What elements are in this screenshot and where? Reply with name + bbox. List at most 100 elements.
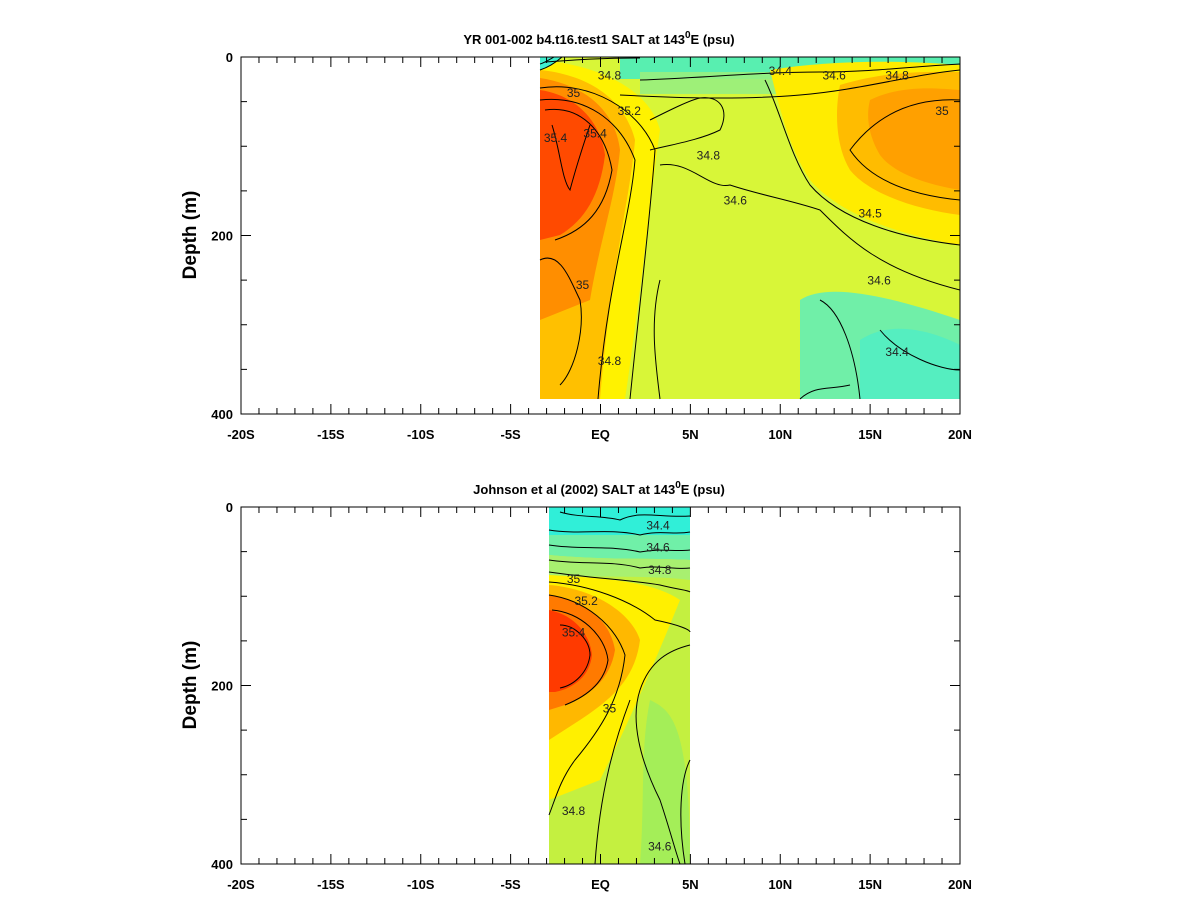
contour-line bbox=[548, 571, 691, 593]
panel-model: YR 001-002 b4.t16.test1 SALT at 1430E (p… bbox=[180, 30, 972, 442]
x-ticks bbox=[240, 507, 961, 864]
field-red-core bbox=[549, 610, 592, 692]
x-tick-label: -20S bbox=[227, 877, 255, 892]
x-tick-labels: -20S -15S -10S -5S EQ 5N 10N 15N 20N bbox=[227, 427, 972, 442]
contour-line bbox=[548, 581, 691, 633]
salinity-field bbox=[549, 507, 690, 864]
x-tick-label: -5S bbox=[501, 427, 522, 442]
contour-line bbox=[559, 624, 591, 689]
contour-line bbox=[849, 99, 960, 201]
contour-label: 35 bbox=[567, 572, 581, 586]
contour-label: 34.4 bbox=[646, 518, 670, 532]
contour-label: 34.6 bbox=[822, 68, 846, 82]
field-fresh-deep-core bbox=[860, 328, 960, 399]
contour-line bbox=[559, 511, 691, 521]
contour-label: 34.4 bbox=[885, 345, 909, 359]
contour-line bbox=[544, 57, 641, 63]
contour-line bbox=[639, 63, 960, 81]
contour-label: 34.8 bbox=[885, 68, 909, 82]
contour-label: 34.8 bbox=[562, 804, 586, 818]
y-axis-label: Depth (m) bbox=[180, 191, 201, 280]
contour-line bbox=[879, 329, 960, 371]
x-tick-label: 5N bbox=[682, 427, 699, 442]
contour-line bbox=[619, 69, 960, 99]
contour-label: 34.8 bbox=[697, 149, 721, 163]
panel-title: YR 001-002 b4.t16.test1 SALT at 1430E (p… bbox=[463, 30, 734, 47]
contour-line bbox=[764, 79, 960, 246]
field-green-east bbox=[640, 700, 690, 864]
contour-line bbox=[680, 759, 691, 864]
contour-line bbox=[539, 57, 563, 71]
x-ticks bbox=[240, 57, 961, 414]
x-tick-label: 5N bbox=[682, 877, 699, 892]
contour-line bbox=[653, 279, 661, 400]
contour-line bbox=[539, 257, 582, 386]
contour-label: 34.8 bbox=[648, 563, 672, 577]
contour-line bbox=[539, 98, 636, 400]
x-tick-labels: -20S -15S -10S -5S EQ 5N 10N 15N 20N bbox=[227, 877, 972, 892]
y-tick-label: 0 bbox=[226, 50, 233, 65]
contour-label: 34.6 bbox=[646, 541, 670, 555]
contour-line bbox=[635, 644, 691, 864]
contour-label: 35 bbox=[603, 701, 617, 715]
contour-label: 34.8 bbox=[598, 354, 622, 368]
x-tick-label: EQ bbox=[591, 877, 610, 892]
contour-label: 35 bbox=[576, 278, 590, 292]
x-tick-label: 10N bbox=[768, 427, 792, 442]
contour-line bbox=[594, 699, 631, 864]
contour-line bbox=[544, 108, 613, 241]
x-tick-label: EQ bbox=[591, 427, 610, 442]
contour-label: 35.2 bbox=[574, 594, 598, 608]
y-tick-label: 400 bbox=[211, 857, 233, 872]
y-tick-label: 0 bbox=[226, 500, 233, 515]
y-ticks bbox=[241, 506, 960, 865]
y-tick-labels: 0 200 400 bbox=[211, 50, 233, 422]
contour-line bbox=[649, 97, 725, 151]
contour-label: 35 bbox=[567, 86, 581, 100]
contour-label: 35.4 bbox=[544, 131, 568, 145]
x-tick-label: 15N bbox=[858, 427, 882, 442]
contour-line bbox=[551, 609, 609, 706]
contour-label: 34.6 bbox=[648, 840, 672, 854]
contour-line bbox=[548, 594, 626, 816]
contour-label: 35.4 bbox=[583, 126, 607, 140]
contour-line bbox=[659, 163, 960, 291]
contour-line bbox=[551, 124, 591, 192]
contour-label: 34.5 bbox=[858, 207, 882, 221]
contour-line bbox=[548, 529, 691, 536]
x-tick-label: -10S bbox=[407, 877, 435, 892]
x-tick-label: 20N bbox=[948, 427, 972, 442]
x-tick-label: 15N bbox=[858, 877, 882, 892]
panel-observed: Johnson et al (2002) SALT at 1430E (psu) bbox=[180, 480, 972, 892]
contour-label: 35.2 bbox=[618, 104, 642, 118]
field-fresh-band bbox=[549, 535, 690, 560]
x-tick-label: 20N bbox=[948, 877, 972, 892]
contour-label: 34.6 bbox=[724, 193, 748, 207]
contour-labels: 34.4 34.6 34.8 34.8 35 35.2 35.4 35.4 34.8 35 34.6… bbox=[544, 64, 949, 368]
field-green-band bbox=[549, 555, 690, 580]
y-tick-labels: 0 200 400 bbox=[211, 500, 233, 872]
contour-line bbox=[819, 299, 861, 400]
contour-label: 34.6 bbox=[867, 274, 891, 288]
contour-label: 35.4 bbox=[562, 625, 586, 639]
x-tick-label: -10S bbox=[407, 427, 435, 442]
y-tick-label: 400 bbox=[211, 407, 233, 422]
contours bbox=[539, 57, 960, 400]
contour-label: 34.4 bbox=[769, 64, 793, 78]
x-tick-label: -5S bbox=[501, 877, 522, 892]
contour-line bbox=[539, 86, 656, 400]
contour-line bbox=[548, 559, 691, 569]
contour-labels: 34.4 34.6 34.8 35 35.2 35.4 35 34.8 34.6 bbox=[562, 518, 672, 853]
contour-label: 34.8 bbox=[598, 68, 622, 82]
x-tick-label: 10N bbox=[768, 877, 792, 892]
contour-label: 35 bbox=[935, 104, 949, 118]
x-tick-label: -20S bbox=[227, 427, 255, 442]
panel-title: Johnson et al (2002) SALT at 1430E (psu) bbox=[473, 480, 725, 497]
field-cyan-corner bbox=[540, 57, 562, 70]
y-axis-label: Depth (m) bbox=[180, 641, 201, 730]
y-ticks bbox=[241, 56, 960, 415]
x-tick-label: -15S bbox=[317, 877, 345, 892]
contour-line bbox=[548, 544, 691, 553]
contour-line bbox=[799, 384, 851, 400]
